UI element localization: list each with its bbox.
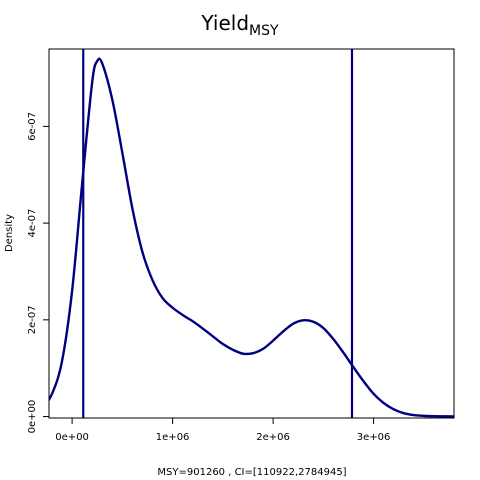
- x-tick-label: 1e+06: [156, 432, 190, 443]
- y-tick-label: 2e-07: [27, 305, 38, 334]
- y-axis-title: Density: [4, 214, 15, 252]
- density-curve: [49, 57, 454, 418]
- x-axis: 0e+00 1e+06 2e+06 3e+06: [55, 418, 390, 443]
- x-tick-label: 2e+06: [256, 432, 290, 443]
- chart-title-subscript: MSY: [249, 23, 279, 39]
- x-tick-label: 0e+00: [55, 432, 89, 443]
- plot-area: [49, 49, 454, 418]
- x-tick-label: 3e+06: [357, 432, 391, 443]
- y-tick-label: 6e-07: [27, 112, 38, 141]
- chart-title: YieldMSY: [200, 11, 279, 39]
- plot-frame: [48, 48, 455, 419]
- y-axis: 0e+00 2e-07 4e-07 6e-07: [27, 112, 49, 433]
- y-tick-label: 0e+00: [27, 400, 38, 434]
- chart-title-main: Yield: [200, 11, 249, 35]
- y-tick-label: 4e-07: [27, 209, 38, 238]
- x-axis-title: MSY=901260 , CI=[110922,2784945]: [157, 467, 346, 478]
